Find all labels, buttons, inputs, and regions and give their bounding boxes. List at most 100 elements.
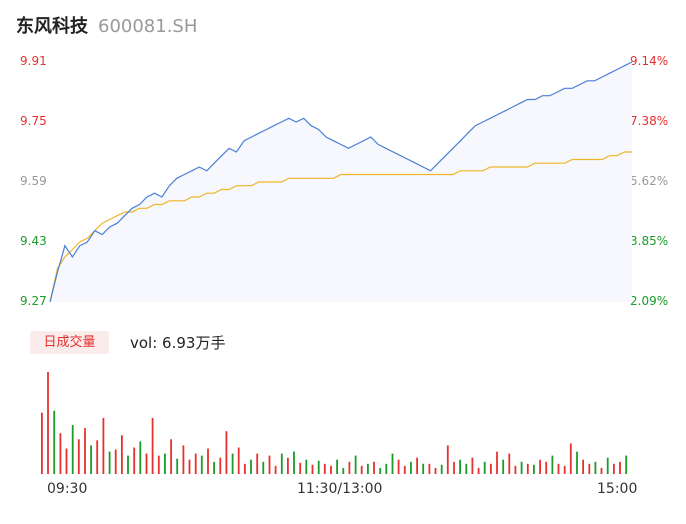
volume-bar	[459, 459, 461, 474]
volume-bar	[348, 461, 351, 474]
volume-bar	[213, 461, 215, 474]
volume-bar	[613, 463, 615, 474]
volume-bar	[268, 455, 271, 474]
volume-bar	[293, 451, 295, 474]
volume-bar	[219, 457, 222, 474]
volume-bar	[47, 372, 49, 474]
pct-tick-4: 3.85%	[630, 234, 669, 248]
volume-bar	[280, 453, 283, 474]
volume-readout: vol: 6.93万手	[130, 334, 226, 352]
volume-bar	[41, 412, 43, 474]
volume-bar	[490, 463, 492, 474]
volume-bar	[391, 453, 394, 474]
volume-bar	[471, 457, 474, 474]
volume-bar	[133, 447, 136, 474]
volume-bar	[164, 453, 166, 474]
stock-name: 东风科技	[16, 16, 88, 37]
volume-bar	[619, 461, 621, 474]
volume-bar	[563, 465, 566, 474]
price-tick-3: 9.59	[20, 174, 47, 188]
volume-bar	[483, 461, 486, 474]
volume-bar	[576, 451, 578, 474]
volume-bar	[237, 447, 240, 474]
price-tick-4: 9.43	[20, 234, 47, 248]
volume-bar	[77, 439, 80, 474]
price-tick-5: 9.27	[20, 294, 47, 308]
volume-bar	[336, 459, 338, 474]
volume-bar	[84, 428, 86, 474]
volume-bar	[65, 448, 68, 474]
pct-tick-5: 2.09%	[630, 294, 669, 308]
volume-bar	[182, 445, 185, 474]
volume-bar	[588, 463, 591, 474]
volume-bar	[514, 465, 517, 474]
volume-bar	[139, 441, 142, 474]
volume-bar	[526, 463, 529, 474]
volume-bar	[200, 455, 203, 474]
volume-bar	[244, 463, 246, 474]
volume-bar	[379, 467, 382, 474]
time-tick-close: 15:00	[597, 481, 638, 497]
price-line	[49, 61, 633, 303]
volume-bar	[157, 455, 160, 474]
volume-bar	[317, 460, 320, 474]
volume-bar	[287, 457, 289, 474]
stock-title: 东风科技 600081.SH	[16, 12, 197, 38]
volume-bar	[71, 425, 74, 474]
volume-bar	[299, 462, 302, 474]
price-tick-1: 9.91	[20, 54, 47, 68]
volume-bar	[594, 461, 597, 474]
volume-bar	[323, 463, 326, 474]
volume-bar	[354, 455, 357, 474]
volume-bar	[428, 463, 431, 474]
volume-bar	[311, 464, 314, 474]
pct-tick-2: 7.38%	[630, 114, 669, 128]
volume-bar	[520, 461, 523, 474]
volume-bar	[225, 431, 228, 474]
average-price-line	[49, 151, 632, 303]
volume-bar	[533, 464, 535, 474]
volume-bar	[569, 443, 572, 474]
volume-bar	[440, 464, 443, 474]
volume-period-badge[interactable]: 日成交量	[30, 331, 109, 354]
volume-bar	[145, 453, 148, 474]
volume-bar	[397, 459, 400, 474]
volume-bar	[108, 451, 111, 474]
volume-bar	[188, 459, 191, 474]
volume-bar	[367, 463, 369, 474]
volume-bar	[170, 439, 172, 474]
volume-bar	[373, 461, 375, 474]
volume-bar	[477, 467, 480, 474]
volume-bar	[342, 467, 345, 474]
pct-tick-1: 9.14%	[630, 54, 669, 68]
volume-bar	[385, 463, 388, 474]
volume-bar	[557, 463, 560, 474]
volume-bar	[582, 459, 584, 474]
volume-bar	[121, 435, 123, 474]
price-tick-2: 9.75	[20, 114, 47, 128]
volume-bar	[453, 461, 455, 474]
volume-bar	[416, 457, 418, 474]
volume-bar	[539, 459, 541, 474]
volume-bar	[508, 453, 511, 474]
volume-bar	[274, 465, 277, 474]
volume-bar	[410, 461, 412, 474]
volume-bar	[600, 467, 603, 474]
volume-bar	[114, 449, 117, 474]
volume-bar	[151, 417, 154, 474]
volume-bar	[90, 445, 92, 474]
volume-bar	[176, 458, 179, 474]
volume-bar	[625, 455, 628, 474]
volume-bar	[262, 461, 265, 474]
volume-bar	[446, 445, 449, 474]
volume-bar	[465, 463, 468, 474]
volume-bar	[256, 453, 259, 474]
volume-bar	[496, 451, 498, 474]
volume-bar	[207, 448, 209, 474]
volume-bar	[434, 467, 437, 474]
volume-bar	[59, 433, 62, 474]
volume-bar	[194, 453, 197, 474]
volume-bar	[127, 455, 129, 474]
volume-bar	[403, 465, 406, 474]
